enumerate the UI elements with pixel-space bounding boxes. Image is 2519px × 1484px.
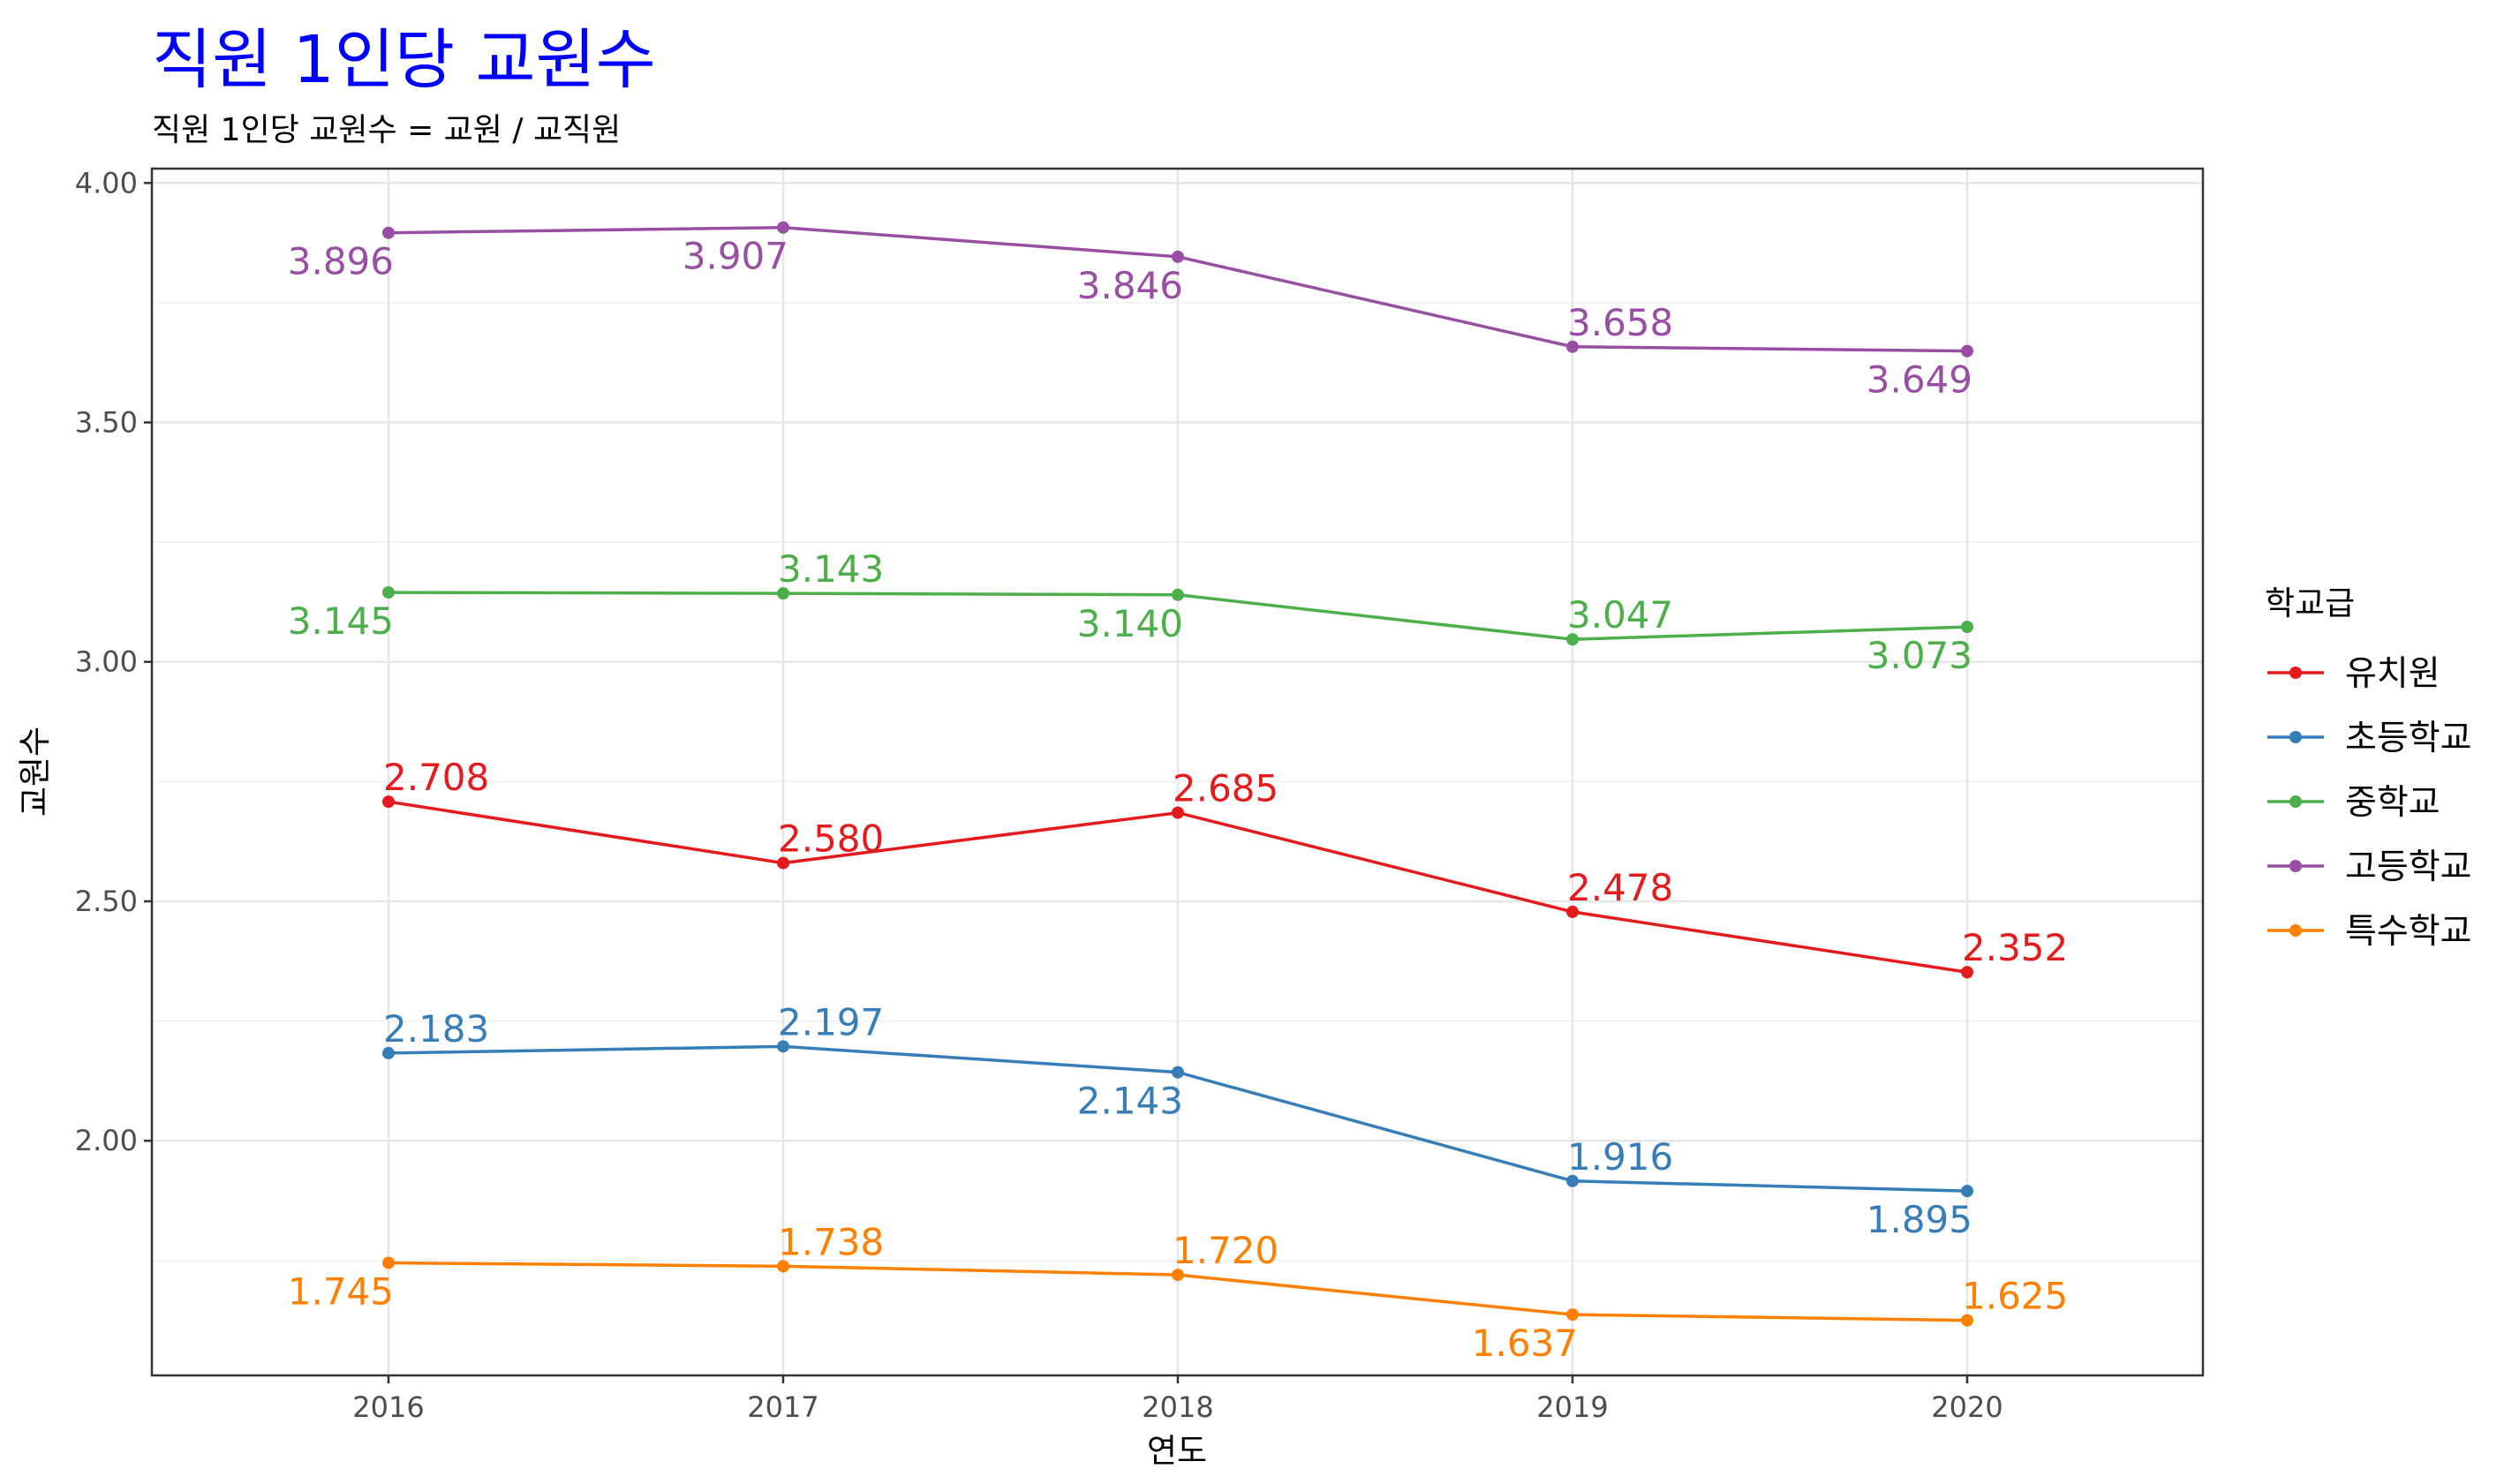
legend-title: 학교급: [2265, 584, 2355, 622]
legend-key-point: [2289, 731, 2302, 743]
data-label: 2.478: [1567, 866, 1673, 909]
y-tick-label: 3.00: [75, 645, 138, 679]
y-tick-label: 2.50: [75, 885, 138, 918]
data-label: 3.145: [288, 599, 394, 643]
data-label: 3.143: [778, 547, 884, 591]
data-point: [1566, 1308, 1579, 1321]
data-label: 3.649: [1867, 358, 1972, 402]
data-label: 3.073: [1867, 634, 1972, 677]
x-tick-label: 2018: [1142, 1390, 1213, 1424]
data-point: [1961, 621, 1973, 633]
data-label: 2.183: [383, 1007, 489, 1051]
y-tick-label: 2.00: [75, 1124, 138, 1157]
data-label: 3.896: [288, 240, 394, 283]
legend-key-point: [2289, 860, 2302, 872]
data-label: 3.047: [1567, 593, 1673, 637]
legend-label: 고등학교: [2345, 847, 2472, 887]
data-label: 3.658: [1567, 301, 1673, 344]
legend-label: 특수학교: [2345, 912, 2472, 952]
data-point: [1172, 251, 1184, 263]
data-label: 2.685: [1173, 767, 1278, 810]
x-tick-label: 2020: [1931, 1390, 2002, 1424]
axes: 2.00 2.50 3.00 3.50 4.00 2016 2017 2018 2019 2020: [75, 166, 2003, 1424]
data-point: [382, 586, 395, 599]
x-tick-label: 2017: [747, 1390, 818, 1424]
data-label: 3.140: [1077, 602, 1183, 645]
legend-label: 초등학교: [2345, 719, 2472, 758]
y-tick-label: 4.00: [75, 166, 138, 200]
data-point: [1961, 1185, 1973, 1197]
legend-key-point: [2289, 667, 2302, 679]
data-label: 2.143: [1077, 1080, 1183, 1123]
x-axis-title: 연도: [1147, 1432, 1207, 1470]
data-point: [1172, 589, 1184, 601]
data-label: 2.580: [778, 817, 884, 861]
data-label: 2.352: [1962, 926, 2068, 969]
data-label: 2.708: [383, 756, 489, 799]
data-label: 1.895: [1867, 1198, 1972, 1241]
data-label: 1.738: [778, 1220, 884, 1263]
data-label: 3.907: [683, 235, 788, 278]
legend-key-point: [2289, 795, 2302, 808]
data-point: [777, 222, 789, 234]
data-point: [382, 1257, 395, 1269]
x-tick-label: 2016: [352, 1390, 424, 1424]
data-label: 1.637: [1472, 1322, 1578, 1365]
data-label: 1.916: [1567, 1135, 1673, 1179]
x-tick-label: 2019: [1536, 1390, 1608, 1424]
data-point: [1172, 1066, 1184, 1079]
data-point: [1961, 345, 1973, 358]
data-point: [382, 227, 395, 239]
data-label: 2.197: [778, 1000, 884, 1043]
data-label: 1.720: [1173, 1229, 1278, 1272]
legend-label: 유치원: [2345, 654, 2440, 694]
data-label: 1.625: [1962, 1275, 2068, 1318]
legend-label: 중학교: [2345, 783, 2440, 823]
data-label: 3.846: [1077, 264, 1183, 307]
legend-key-point: [2289, 924, 2302, 937]
y-tick-label: 3.50: [75, 406, 138, 440]
y-axis-title: 교원수: [16, 727, 54, 817]
data-label: 1.745: [288, 1270, 394, 1314]
